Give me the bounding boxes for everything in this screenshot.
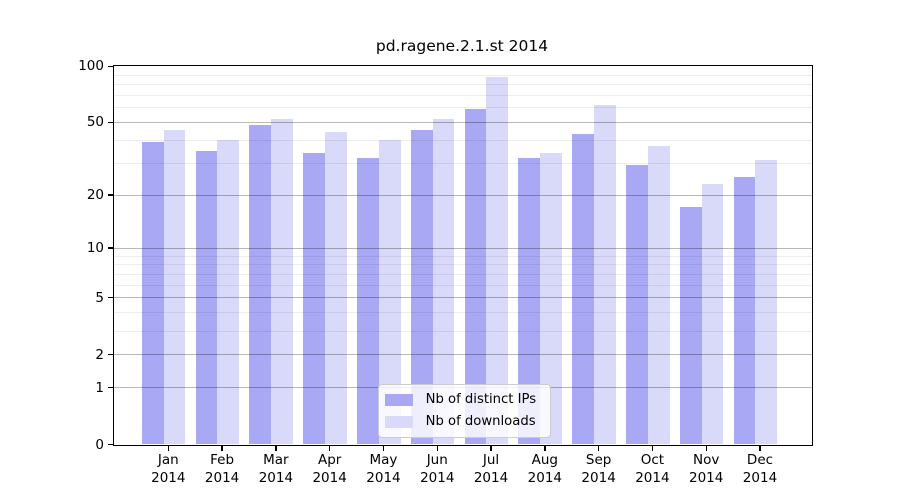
x-tick-mark	[759, 445, 761, 451]
y-tick-label: 0	[95, 436, 104, 453]
x-tick-mark	[490, 445, 492, 451]
gridline-minor	[113, 94, 812, 96]
x-tick-label: Sep 2014	[581, 452, 616, 486]
x-tick-mark	[275, 445, 277, 451]
y-tick-mark	[107, 353, 113, 356]
bar-distinct-ips	[518, 157, 541, 445]
bar-distinct-ips	[249, 125, 272, 445]
legend-swatch-downloads	[384, 415, 413, 428]
gridline-major	[113, 121, 812, 123]
legend-swatch-distinct-ips	[384, 393, 413, 406]
bar-distinct-ips	[679, 207, 702, 445]
x-tick-label: Feb 2014	[204, 452, 240, 486]
x-tick-label: May 2014	[366, 452, 401, 486]
x-tick-mark	[705, 445, 707, 451]
bar-downloads	[378, 139, 401, 445]
x-tick-mark	[436, 445, 438, 451]
gridline-minor	[113, 74, 812, 76]
bar-distinct-ips	[141, 141, 164, 445]
bar-downloads	[217, 139, 240, 445]
plot-area: Nb of distinct IPs Nb of downloads	[112, 65, 813, 446]
gridline-minor	[113, 107, 812, 109]
gridline-major	[113, 247, 812, 249]
x-tick-label: Oct 2014	[635, 452, 670, 486]
bar-downloads	[647, 146, 670, 445]
x-tick-mark	[597, 445, 600, 451]
bar-downloads	[163, 130, 186, 445]
bar-downloads	[540, 152, 563, 445]
y-tick-mark	[107, 65, 113, 68]
bar-downloads	[432, 118, 455, 445]
y-tick-label: 1	[95, 379, 104, 396]
gridline-minor	[113, 312, 812, 314]
x-tick-label: Mar 2014	[258, 452, 294, 486]
x-tick-label: Nov 2014	[689, 452, 724, 486]
y-tick-label: 100	[78, 58, 104, 75]
y-tick-label: 50	[86, 114, 104, 131]
gridline-major	[113, 194, 812, 196]
bar-distinct-ips	[464, 108, 487, 445]
legend-row-downloads: Nb of downloads	[384, 413, 537, 431]
gridline-major	[113, 354, 812, 356]
x-tick-label: Jun 2014	[420, 452, 455, 486]
gridline-minor	[113, 264, 812, 266]
legend-label-downloads: Nb of downloads	[425, 414, 536, 429]
gridline-minor	[113, 273, 812, 275]
y-tick-label: 5	[95, 289, 104, 306]
x-tick-label: Jul 2014	[473, 452, 509, 486]
y-tick-mark	[107, 443, 113, 446]
legend: Nb of distinct IPs Nb of downloads	[377, 383, 552, 438]
legend-label-distinct-ips: Nb of distinct IPs	[425, 392, 537, 407]
legend-row-distinct-ips: Nb of distinct IPs	[384, 391, 537, 409]
gridline-minor	[113, 255, 812, 257]
gridline-minor	[113, 162, 812, 164]
gridline-minor	[113, 284, 812, 286]
y-tick-label: 2	[95, 346, 104, 363]
gridline-minor	[113, 330, 812, 332]
bar-downloads	[701, 183, 724, 445]
bar-distinct-ips	[733, 177, 756, 445]
x-tick-label: Jan 2014	[151, 452, 186, 486]
bar-downloads	[594, 104, 616, 445]
bar-downloads	[486, 77, 509, 445]
bar-downloads	[325, 132, 347, 445]
bar-downloads	[271, 118, 294, 445]
x-tick-mark	[167, 445, 169, 451]
y-tick-label: 20	[86, 187, 104, 204]
y-tick-mark	[107, 121, 113, 124]
gridline-major	[113, 297, 812, 299]
bar-distinct-ips	[410, 130, 433, 445]
x-tick-label: Dec 2014	[742, 452, 778, 486]
x-tick-mark	[328, 445, 331, 451]
x-tick-label: Aug 2014	[527, 452, 562, 486]
x-tick-label: Apr 2014	[312, 452, 347, 486]
bar-distinct-ips	[357, 157, 379, 445]
gridline-minor	[113, 139, 812, 141]
bar-distinct-ips	[195, 150, 218, 445]
y-tick-mark	[107, 247, 113, 249]
chart-title: pd.ragene.2.1.st 2014	[375, 37, 549, 55]
x-tick-mark	[651, 445, 654, 451]
x-tick-mark	[382, 445, 385, 451]
y-tick-mark	[107, 297, 113, 299]
y-tick-mark	[107, 194, 113, 196]
y-tick-label: 10	[86, 240, 104, 257]
bar-downloads	[755, 160, 778, 445]
x-tick-mark	[221, 445, 223, 451]
bar-distinct-ips	[572, 134, 594, 445]
bar-distinct-ips	[626, 165, 648, 445]
x-tick-mark	[544, 445, 546, 451]
y-tick-mark	[107, 387, 113, 389]
bar-distinct-ips	[303, 152, 326, 445]
gridline-minor	[113, 84, 812, 86]
